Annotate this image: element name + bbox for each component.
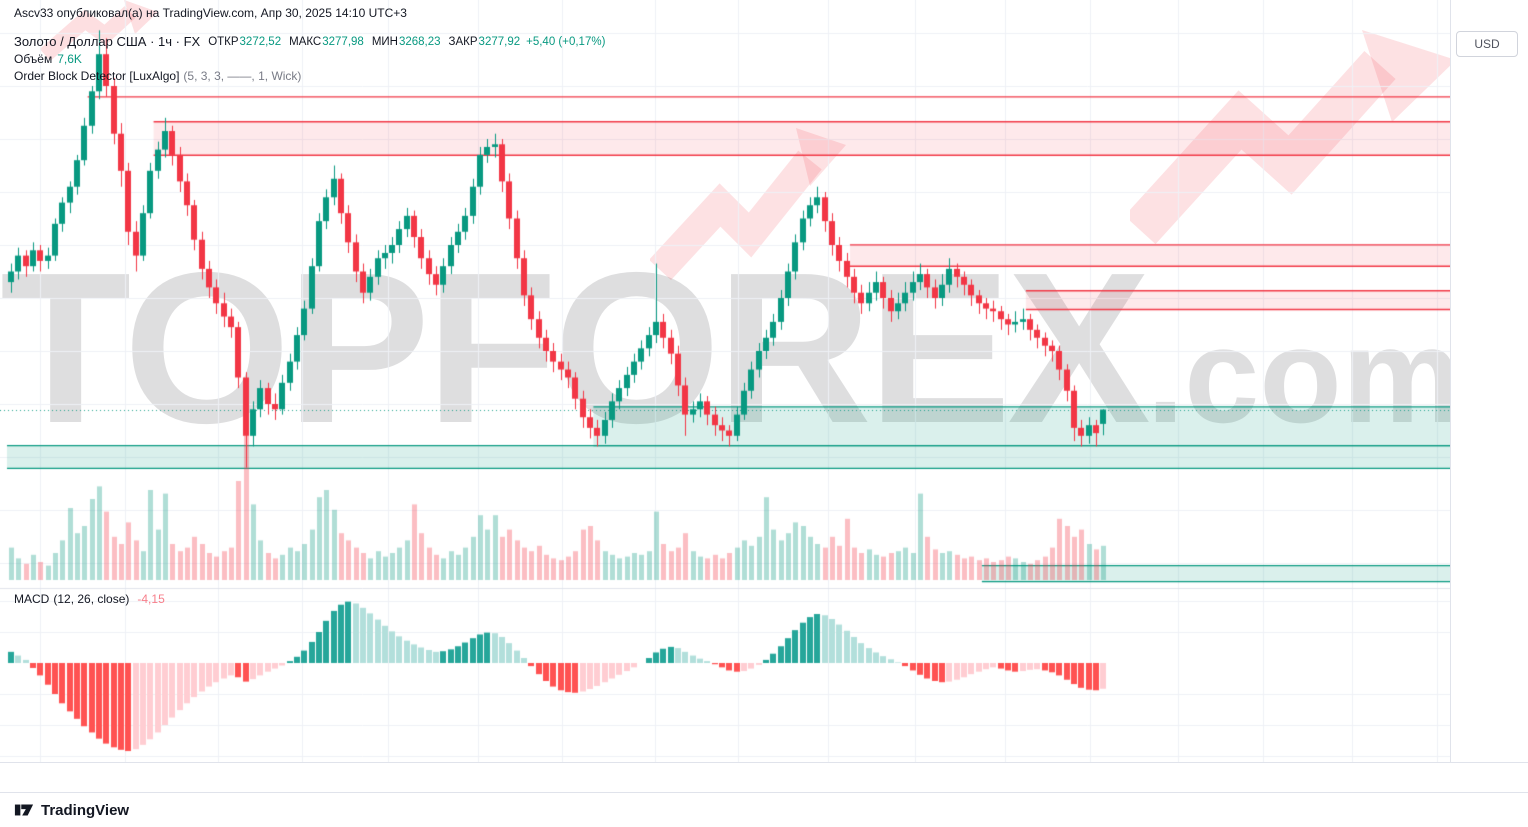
footer-brand[interactable]: TradingView: [41, 801, 130, 819]
high-label: МАКС: [289, 35, 322, 48]
low-label: МИН: [371, 35, 398, 48]
volume-value: 7,6K: [57, 51, 82, 66]
change-value: +5,40 (+0,17%): [526, 35, 606, 48]
price-chart-canvas[interactable]: [0, 0, 1450, 762]
indicator-title[interactable]: Order Block Detector [LuxAlgo]: [14, 68, 180, 83]
open-label: ОТКР: [208, 35, 239, 48]
volume-label[interactable]: Объём: [14, 51, 53, 66]
macd-title[interactable]: MACD: [14, 592, 50, 606]
close-label: ЗАКР: [448, 35, 478, 48]
tradingview-logo-icon[interactable]: [14, 800, 34, 820]
open-value: 3272,52: [239, 35, 282, 48]
macd-params: (12, 26, close): [53, 592, 130, 606]
macd-legend: MACD (12, 26, close) -4,15: [14, 592, 165, 606]
chart-legend: Золото / Доллар США · 1ч · FX ОТКР 3272,…: [14, 33, 605, 84]
macd-value: -4,15: [137, 592, 165, 606]
currency-button[interactable]: USD: [1456, 31, 1518, 57]
symbol-title[interactable]: Золото / Доллар США · 1ч · FX: [14, 34, 201, 49]
low-value: 3268,23: [398, 35, 441, 48]
footer-bar: TradingView: [0, 792, 1528, 827]
high-value: 3277,98: [322, 35, 364, 48]
price-scale[interactable]: USD: [1450, 0, 1528, 762]
indicator-params: (5, 3, 3, ——, 1, Wick): [183, 68, 302, 83]
byline: Ascv33 опубликовал(а) на TradingView.com…: [14, 6, 407, 20]
close-value: 3277,92: [478, 35, 521, 48]
time-axis[interactable]: [0, 762, 1528, 793]
